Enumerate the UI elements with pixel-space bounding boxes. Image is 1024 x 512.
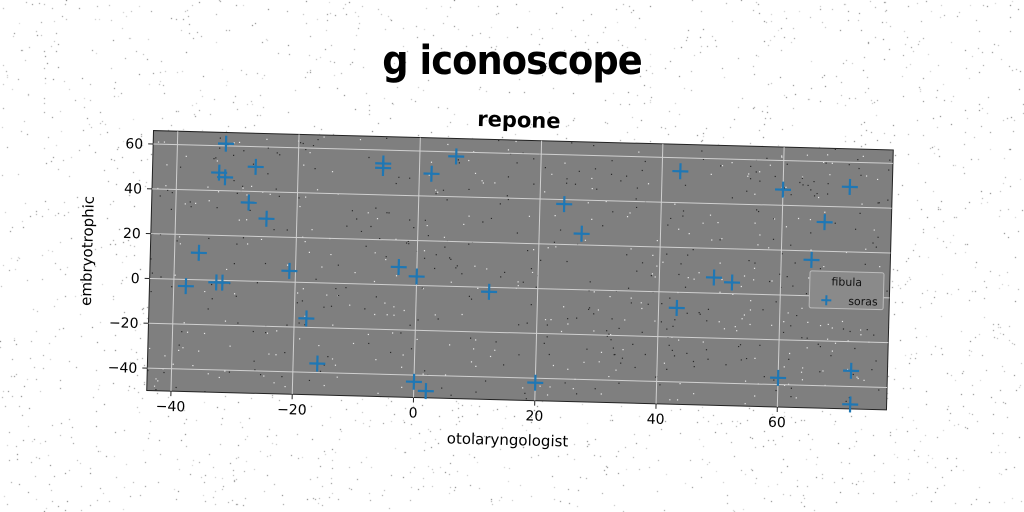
grid xyxy=(147,131,893,408)
data-point xyxy=(423,165,440,182)
legend-entry-soras: soras xyxy=(848,295,878,309)
data-point xyxy=(843,362,860,379)
data-point xyxy=(841,178,858,195)
x-gridline xyxy=(534,140,543,401)
data-point xyxy=(481,283,498,300)
data-point xyxy=(247,158,264,175)
data-point xyxy=(408,268,425,285)
data-point xyxy=(240,194,257,211)
legend: fibula soras xyxy=(808,270,885,311)
y-gridline xyxy=(148,322,889,344)
data-point xyxy=(309,355,326,372)
x-tick-label: 40 xyxy=(647,412,665,428)
data-point xyxy=(556,196,573,213)
y-tick-label: 20 xyxy=(123,226,141,242)
x-tick-label: −40 xyxy=(156,399,186,416)
axes-background xyxy=(146,130,894,411)
x-gridline xyxy=(170,131,179,392)
data-point xyxy=(573,225,590,242)
data-point xyxy=(190,244,207,261)
data-point xyxy=(527,374,544,391)
data-point xyxy=(770,369,787,386)
data-point xyxy=(375,155,392,172)
y-tick-label: −20 xyxy=(109,315,139,332)
x-gridline xyxy=(413,137,421,398)
y-tick-label: −40 xyxy=(108,360,138,377)
data-point xyxy=(842,396,859,413)
x-tick-label: 60 xyxy=(768,415,786,431)
data-point xyxy=(803,251,820,268)
legend-title: fibula xyxy=(831,275,862,289)
figure-title: g iconoscope xyxy=(382,38,643,84)
data-point xyxy=(298,310,315,327)
data-point xyxy=(281,262,298,279)
data-point xyxy=(668,299,685,316)
x-tick-label: 0 xyxy=(408,405,417,421)
y-gridline xyxy=(147,367,888,388)
ticks: −40 −20 0 20 40 60 −40 −20 0 20 40 60 xyxy=(108,136,786,431)
data-point xyxy=(217,135,235,152)
y-tick-label: 0 xyxy=(131,271,140,287)
data-point xyxy=(214,274,231,291)
data-point xyxy=(177,278,194,295)
data-point xyxy=(774,181,792,198)
data-point xyxy=(672,163,689,180)
y-gridline xyxy=(151,188,892,209)
data-point xyxy=(448,148,465,165)
data-point xyxy=(405,373,422,390)
x-gridline xyxy=(655,143,664,404)
data-point xyxy=(705,269,722,286)
y-gridline xyxy=(149,277,890,299)
y-axis-label: embryotrophic xyxy=(77,196,98,306)
data-points xyxy=(177,135,860,413)
x-tick-label: −20 xyxy=(277,402,307,419)
data-point xyxy=(417,383,434,400)
y-tick-label: 60 xyxy=(125,136,143,152)
y-tick-label: 40 xyxy=(124,181,142,197)
data-point xyxy=(390,259,407,276)
x-gridline xyxy=(291,134,300,395)
y-gridline xyxy=(153,143,893,164)
chart-title: repone xyxy=(477,107,561,133)
x-axis-label: otolaryngologist xyxy=(447,429,569,450)
data-point xyxy=(724,274,741,291)
x-tick-label: 20 xyxy=(525,408,543,424)
legend-marker xyxy=(821,295,832,306)
y-gridline xyxy=(150,233,891,254)
data-point xyxy=(217,169,234,186)
data-point xyxy=(816,214,833,231)
data-point xyxy=(258,210,275,227)
plot-group: −40 −20 0 20 40 60 −40 −20 0 20 40 60 repone otolar… xyxy=(77,107,894,451)
